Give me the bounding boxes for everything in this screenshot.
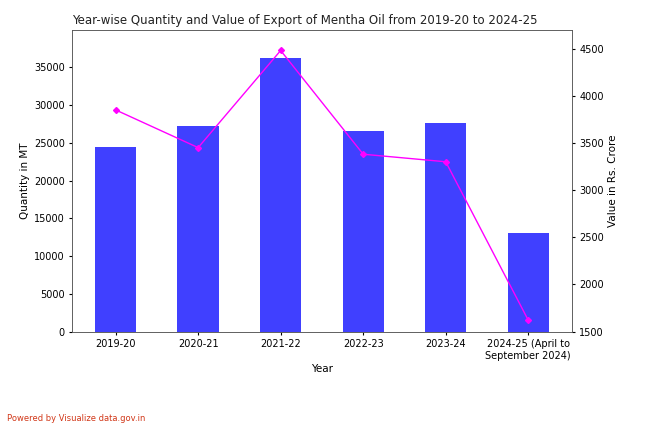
Y-axis label: Value in Rs. Crore: Value in Rs. Crore <box>608 134 618 227</box>
Text: Powered by Visualize data.gov.in: Powered by Visualize data.gov.in <box>7 414 145 423</box>
Text: Year-wise Quantity and Value of Export of Mentha Oil from 2019-20 to 2024-25: Year-wise Quantity and Value of Export o… <box>72 14 538 27</box>
Bar <box>177 126 219 332</box>
Bar <box>95 147 136 332</box>
Y-axis label: Quantity in MT: Quantity in MT <box>20 142 30 219</box>
Bar <box>342 131 384 332</box>
Bar <box>260 58 302 332</box>
X-axis label: Year: Year <box>311 363 333 374</box>
Bar <box>425 122 466 332</box>
Bar <box>508 233 549 332</box>
